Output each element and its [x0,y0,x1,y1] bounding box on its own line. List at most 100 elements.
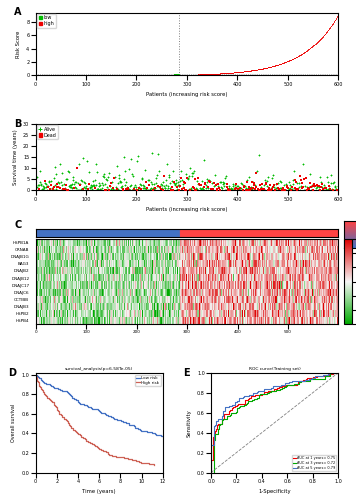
Point [309,42,315,50]
Point [197,70,203,78]
Point [184,174,190,182]
Point [219,186,225,194]
Point [151,70,157,78]
Point [289,56,295,64]
AUC at 1 years= 0.75 [336,370,340,376]
Point [321,32,326,40]
Point [116,71,122,79]
Point [82,184,87,192]
Point [244,67,249,75]
Point [100,182,105,190]
Point [154,171,159,179]
Point [132,71,138,79]
Point [255,185,261,193]
Point [129,155,134,163]
Point [326,25,331,33]
Point [307,170,313,177]
Point [333,185,339,193]
Point [211,70,217,78]
Point [303,174,309,182]
Point [279,59,285,67]
AUC at 3 years= 0.72 [333,370,337,376]
Point [140,184,145,192]
Point [137,71,142,79]
Point [87,183,93,191]
Point [206,70,212,78]
Point [270,183,276,191]
Point [146,71,152,79]
Point [264,64,269,72]
Point [111,186,117,194]
Point [276,60,282,68]
Point [141,184,147,192]
Point [48,181,54,189]
Point [190,70,196,78]
Point [219,70,225,78]
Point [36,72,42,80]
Point [269,62,274,70]
Point [150,70,156,78]
Point [288,186,294,194]
Point [250,178,255,186]
Point [167,70,173,78]
Point [330,20,335,28]
Point [134,156,140,164]
Point [171,70,176,78]
Point [334,186,340,194]
Point [207,70,213,78]
Point [325,178,331,186]
High risk [71,426,75,432]
Point [110,184,116,192]
Point [160,70,166,78]
Point [47,184,53,192]
Point [92,184,98,192]
Point [229,68,235,76]
Point [111,174,117,182]
Point [221,182,227,190]
Point [140,181,146,189]
Point [74,71,79,79]
Point [174,183,180,191]
Point [293,176,298,184]
Point [299,50,305,58]
Point [109,184,115,192]
Point [198,70,204,78]
Point [226,69,232,77]
Point [190,169,195,177]
Point [81,71,87,79]
Point [103,186,108,194]
Point [167,70,173,78]
Point [220,70,226,78]
Point [316,36,322,44]
Point [116,171,122,179]
Point [38,182,43,190]
Point [159,184,164,192]
Point [298,51,303,59]
Point [72,183,78,191]
Point [78,185,84,193]
Point [238,184,244,192]
Point [149,149,155,157]
Point [108,71,113,79]
Point [104,176,110,184]
Point [260,185,266,193]
AUC at 1 years= 0.75 [235,402,239,408]
Point [177,71,183,79]
Point [227,69,232,77]
Point [253,66,259,74]
Point [330,179,335,187]
Point [268,186,274,194]
Point [273,180,278,188]
AUC at 3 years= 0.72 [238,404,242,409]
Point [178,174,184,182]
Point [145,186,151,194]
Point [66,71,72,79]
Point [130,170,135,178]
Point [212,70,218,78]
Point [40,182,46,190]
Point [106,170,111,177]
Point [132,183,137,191]
Point [263,180,269,188]
Point [278,60,284,68]
Point [254,66,260,74]
